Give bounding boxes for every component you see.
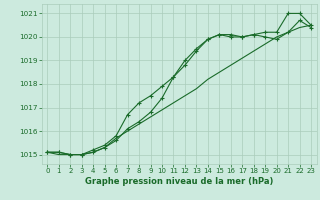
X-axis label: Graphe pression niveau de la mer (hPa): Graphe pression niveau de la mer (hPa) [85,177,273,186]
